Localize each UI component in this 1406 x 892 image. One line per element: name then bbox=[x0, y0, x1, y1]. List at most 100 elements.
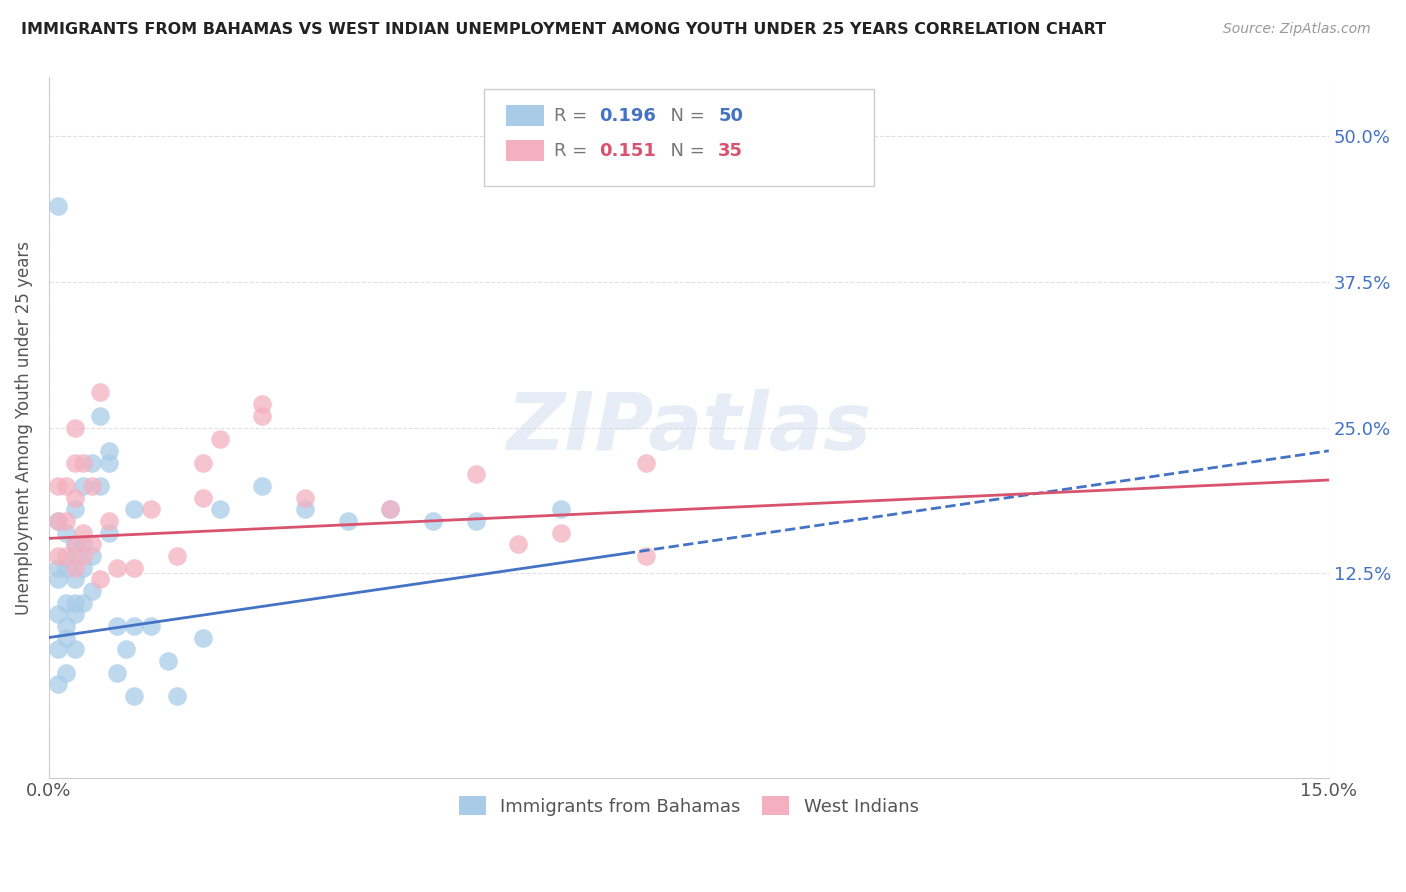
Point bbox=[46, 514, 69, 528]
Point bbox=[124, 689, 146, 703]
Point bbox=[63, 420, 86, 434]
Point bbox=[380, 502, 402, 516]
Legend: Immigrants from Bahamas, West Indians: Immigrants from Bahamas, West Indians bbox=[450, 787, 928, 824]
Point bbox=[55, 619, 77, 633]
Point bbox=[105, 560, 128, 574]
Text: N =: N = bbox=[659, 107, 711, 125]
Point bbox=[252, 479, 274, 493]
Point bbox=[166, 549, 188, 563]
Point bbox=[464, 467, 486, 482]
Text: ZIPatlas: ZIPatlas bbox=[506, 389, 872, 467]
Point bbox=[97, 443, 120, 458]
Point bbox=[550, 502, 572, 516]
Point bbox=[55, 514, 77, 528]
Point bbox=[89, 479, 111, 493]
Point bbox=[46, 607, 69, 622]
Point bbox=[464, 514, 486, 528]
Point bbox=[55, 665, 77, 680]
Point bbox=[191, 491, 214, 505]
Point bbox=[72, 537, 94, 551]
Point bbox=[294, 491, 316, 505]
Point bbox=[124, 560, 146, 574]
FancyBboxPatch shape bbox=[506, 104, 544, 126]
Point bbox=[55, 479, 77, 493]
Point bbox=[55, 525, 77, 540]
Point bbox=[72, 595, 94, 609]
Point bbox=[72, 479, 94, 493]
Point bbox=[208, 502, 231, 516]
Point bbox=[636, 456, 658, 470]
Point bbox=[141, 619, 163, 633]
Text: 0.151: 0.151 bbox=[599, 142, 657, 160]
Text: R =: R = bbox=[554, 142, 593, 160]
Point bbox=[46, 560, 69, 574]
Point bbox=[141, 502, 163, 516]
Point bbox=[80, 549, 103, 563]
Point bbox=[97, 525, 120, 540]
Point bbox=[124, 619, 146, 633]
Point bbox=[55, 560, 77, 574]
Point bbox=[72, 456, 94, 470]
Point bbox=[63, 607, 86, 622]
Point bbox=[105, 665, 128, 680]
Point bbox=[46, 514, 69, 528]
FancyBboxPatch shape bbox=[484, 89, 875, 186]
Point bbox=[166, 689, 188, 703]
Point bbox=[208, 432, 231, 446]
FancyBboxPatch shape bbox=[506, 140, 544, 161]
Point bbox=[63, 560, 86, 574]
Point bbox=[63, 537, 86, 551]
Point bbox=[550, 525, 572, 540]
Point bbox=[191, 631, 214, 645]
Point bbox=[252, 397, 274, 411]
Point bbox=[55, 549, 77, 563]
Point bbox=[380, 502, 402, 516]
Point bbox=[80, 537, 103, 551]
Point bbox=[422, 514, 444, 528]
Point bbox=[89, 409, 111, 423]
Point bbox=[63, 549, 86, 563]
Point bbox=[124, 502, 146, 516]
Point bbox=[89, 572, 111, 586]
Point bbox=[46, 199, 69, 213]
Point bbox=[63, 491, 86, 505]
Point bbox=[191, 456, 214, 470]
Point bbox=[46, 572, 69, 586]
Point bbox=[46, 642, 69, 657]
Point bbox=[63, 502, 86, 516]
Point bbox=[294, 502, 316, 516]
Point bbox=[114, 642, 136, 657]
Point bbox=[63, 572, 86, 586]
Point bbox=[63, 595, 86, 609]
Point bbox=[105, 619, 128, 633]
Text: 0.196: 0.196 bbox=[599, 107, 657, 125]
Point bbox=[508, 537, 530, 551]
Point bbox=[80, 479, 103, 493]
Text: IMMIGRANTS FROM BAHAMAS VS WEST INDIAN UNEMPLOYMENT AMONG YOUTH UNDER 25 YEARS C: IMMIGRANTS FROM BAHAMAS VS WEST INDIAN U… bbox=[21, 22, 1107, 37]
Point bbox=[63, 456, 86, 470]
Point bbox=[72, 525, 94, 540]
Text: 35: 35 bbox=[718, 142, 744, 160]
Point bbox=[336, 514, 359, 528]
Point bbox=[80, 456, 103, 470]
Point bbox=[636, 549, 658, 563]
Point bbox=[63, 642, 86, 657]
Point bbox=[80, 583, 103, 598]
Point bbox=[157, 654, 180, 668]
Point bbox=[252, 409, 274, 423]
Point bbox=[46, 677, 69, 691]
Point bbox=[46, 549, 69, 563]
Point bbox=[89, 385, 111, 400]
Point bbox=[97, 514, 120, 528]
Point bbox=[72, 549, 94, 563]
Text: N =: N = bbox=[659, 142, 711, 160]
Y-axis label: Unemployment Among Youth under 25 years: Unemployment Among Youth under 25 years bbox=[15, 241, 32, 615]
Point bbox=[46, 479, 69, 493]
Point bbox=[55, 631, 77, 645]
Point bbox=[63, 537, 86, 551]
Text: 50: 50 bbox=[718, 107, 744, 125]
Point bbox=[72, 560, 94, 574]
Point bbox=[97, 456, 120, 470]
Point bbox=[55, 595, 77, 609]
Text: R =: R = bbox=[554, 107, 593, 125]
